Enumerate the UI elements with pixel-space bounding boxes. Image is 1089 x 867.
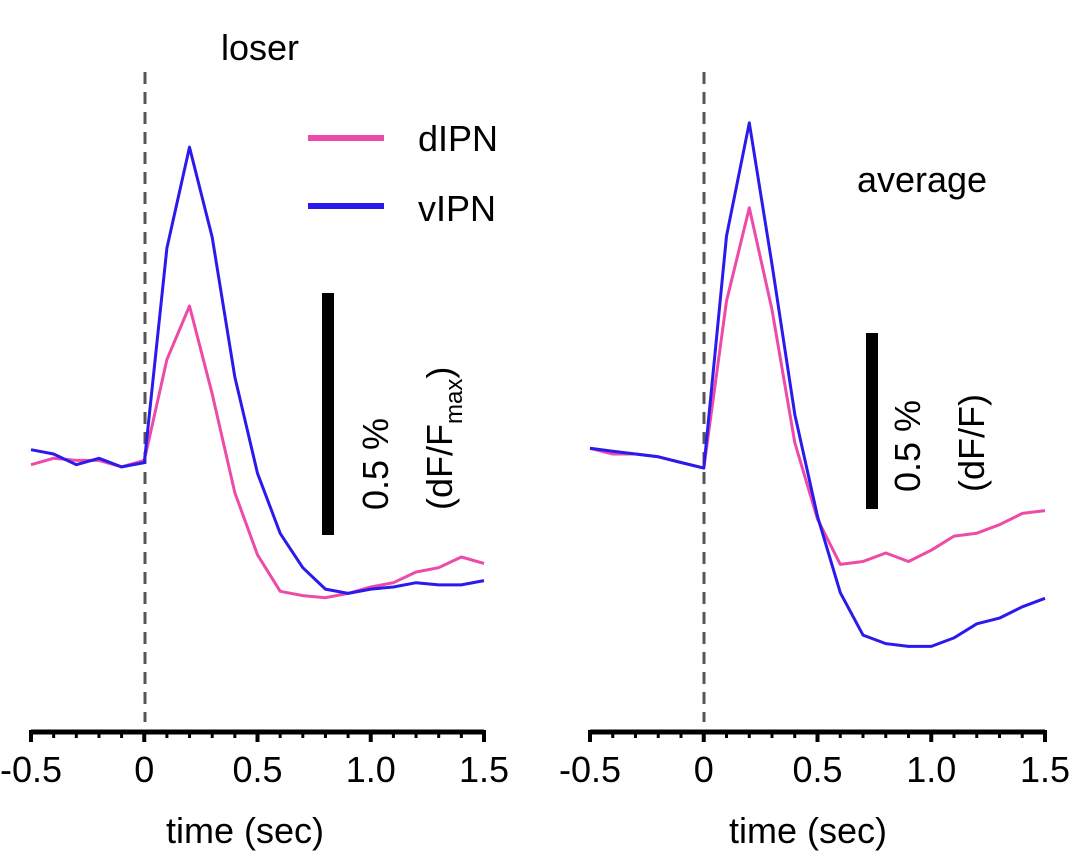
x-tick-label: 0	[134, 749, 154, 790]
series-line-vipn	[30, 145, 485, 595]
x-tick-label: 1.5	[459, 749, 509, 790]
panel-title-average: average	[857, 159, 987, 200]
series-group	[30, 145, 485, 600]
scale-unit-subscript: max	[441, 379, 468, 424]
legend: dIPN vIPN	[308, 118, 498, 229]
panel-loser: loser dIPN vIPN 0.5 % (dF/Fmax) -0.5 0 0.5…	[0, 27, 509, 851]
x-axis: -0.5 0 0.5 1.0 1.5	[559, 729, 1070, 790]
x-axis-title: time (sec)	[729, 810, 887, 851]
x-tick-label: -0.5	[0, 749, 62, 790]
scale-unit-prefix: (dF/F	[419, 424, 460, 510]
x-tick-label: 0	[694, 749, 714, 790]
panel-title-loser: loser	[221, 27, 299, 68]
scale-unit-suffix: )	[419, 367, 460, 379]
x-tick-label: 0.5	[792, 749, 842, 790]
scale-bar-unit: (dF/Fmax)	[419, 367, 468, 510]
scale-bar-unit: (dF/F)	[951, 394, 992, 492]
scale-bar-label: 0.5 %	[355, 418, 396, 510]
x-tick-label: 1.5	[1020, 749, 1070, 790]
series-line-dipn	[30, 304, 485, 600]
series-group	[589, 121, 1046, 648]
scale-bar-label: 0.5 %	[887, 400, 928, 492]
panel-average: average 0.5 % (dF/F) -0.5 0 0.5 1.0 1.5 time…	[559, 72, 1070, 851]
x-axis-title: time (sec)	[166, 810, 324, 851]
legend-label-dipn: dIPN	[418, 118, 498, 159]
x-tick-label: -0.5	[559, 749, 621, 790]
series-line-vipn	[589, 121, 1046, 648]
x-axis: -0.5 0 0.5 1.0 1.5	[0, 729, 509, 790]
x-tick-label: 1.0	[346, 749, 396, 790]
legend-label-vipn: vIPN	[418, 188, 496, 229]
x-tick-label: 0.5	[232, 749, 282, 790]
x-tick-label: 1.0	[906, 749, 956, 790]
